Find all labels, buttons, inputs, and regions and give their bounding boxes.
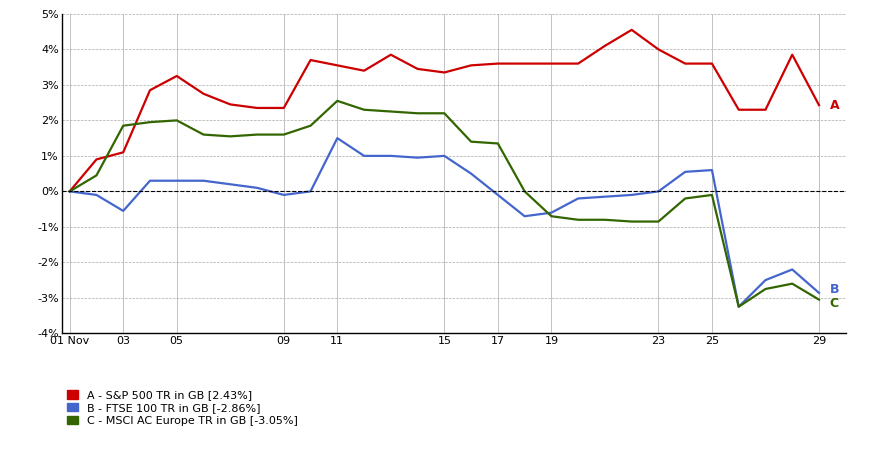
Text: B: B: [830, 283, 840, 296]
Text: A: A: [830, 99, 840, 112]
Legend: A - S&P 500 TR in GB [2.43%], B - FTSE 100 TR in GB [-2.86%], C - MSCI AC Europe: A - S&P 500 TR in GB [2.43%], B - FTSE 1…: [67, 390, 298, 426]
Text: C: C: [830, 297, 839, 310]
